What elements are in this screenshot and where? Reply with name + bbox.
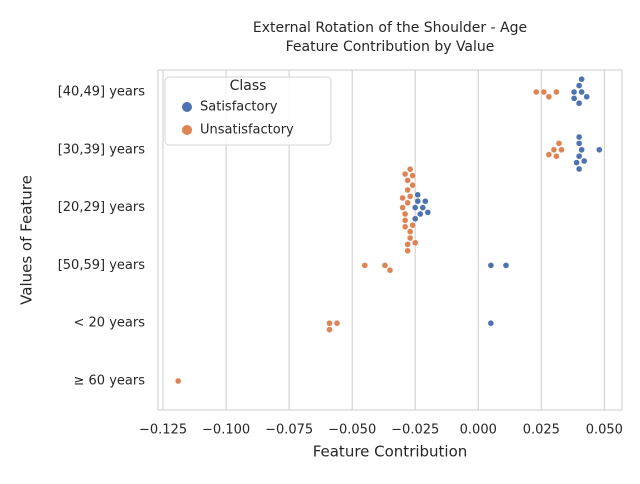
point (575, 99, 583, 107)
point (545, 93, 553, 101)
x-tick-label: −0.025 (391, 423, 439, 438)
point (409, 172, 416, 179)
point (333, 320, 341, 327)
legend-label: Unsatisfactory (200, 123, 294, 138)
point (401, 210, 409, 218)
x-tick-label: 0.025 (523, 423, 560, 438)
x-tick-label: −0.050 (328, 423, 376, 438)
point (174, 377, 182, 385)
point (414, 197, 421, 205)
point (399, 194, 406, 202)
point (553, 152, 560, 160)
point (404, 247, 411, 255)
point (419, 204, 426, 211)
point (409, 181, 416, 189)
point (578, 146, 585, 154)
point (422, 197, 429, 205)
y-tick-label: [50,59] years (58, 258, 145, 273)
y-axis-label: Values of Feature (18, 175, 36, 305)
point (381, 262, 389, 269)
x-tick-label: −0.125 (139, 423, 187, 438)
chart-subtitle: Feature Contribution by Value (286, 39, 495, 55)
point (404, 241, 411, 248)
point (326, 326, 333, 333)
point (580, 157, 588, 165)
legend-box (164, 76, 332, 146)
point (399, 204, 406, 211)
point (406, 193, 414, 200)
point (570, 88, 578, 96)
point (545, 151, 553, 158)
point (424, 209, 432, 216)
x-tick-label: −0.100 (202, 423, 250, 438)
point (386, 267, 394, 274)
point (575, 140, 583, 147)
point (404, 177, 411, 184)
point (412, 204, 419, 211)
point (575, 152, 583, 160)
y-tick-label: [20,29] years (58, 200, 145, 215)
point (401, 170, 409, 178)
x-tick-label: −0.075 (265, 423, 313, 438)
legend-title: Class (230, 78, 267, 94)
point (583, 93, 590, 101)
point (401, 217, 409, 224)
point (575, 133, 583, 141)
point (575, 165, 583, 173)
point (409, 221, 416, 229)
point (558, 146, 565, 154)
point (406, 228, 414, 235)
point (417, 210, 424, 218)
point (414, 191, 421, 199)
point (406, 234, 414, 242)
point (502, 262, 510, 269)
x-axis-label: Feature Contribution (313, 443, 468, 461)
point (404, 199, 411, 207)
point (596, 146, 603, 154)
point (412, 239, 419, 247)
point (540, 88, 548, 96)
point (578, 75, 585, 83)
point (555, 140, 563, 147)
point (533, 88, 540, 96)
chart-title: External Rotation of the Shoulder - Age (253, 20, 527, 36)
point (361, 262, 368, 269)
point (406, 165, 414, 173)
point (578, 88, 585, 96)
point (412, 215, 419, 223)
point (570, 95, 578, 102)
x-tick-label: 0.050 (586, 423, 623, 438)
point (573, 159, 580, 166)
y-tick-label: [40,49] years (58, 85, 145, 100)
y-tick-label: < 20 years (74, 316, 146, 331)
legend-marker (182, 102, 192, 112)
point (575, 82, 583, 89)
legend-marker (182, 125, 192, 135)
y-tick-label: [30,39] years (58, 142, 145, 157)
x-tick-label: 0.000 (460, 423, 497, 438)
legend-label: Satisfactory (200, 100, 278, 115)
point (553, 88, 560, 96)
point (487, 262, 495, 269)
point (487, 320, 495, 327)
point (404, 186, 411, 194)
y-tick-label: ≥ 60 years (74, 374, 146, 389)
point (326, 320, 333, 327)
point (550, 146, 558, 154)
point (401, 223, 409, 231)
